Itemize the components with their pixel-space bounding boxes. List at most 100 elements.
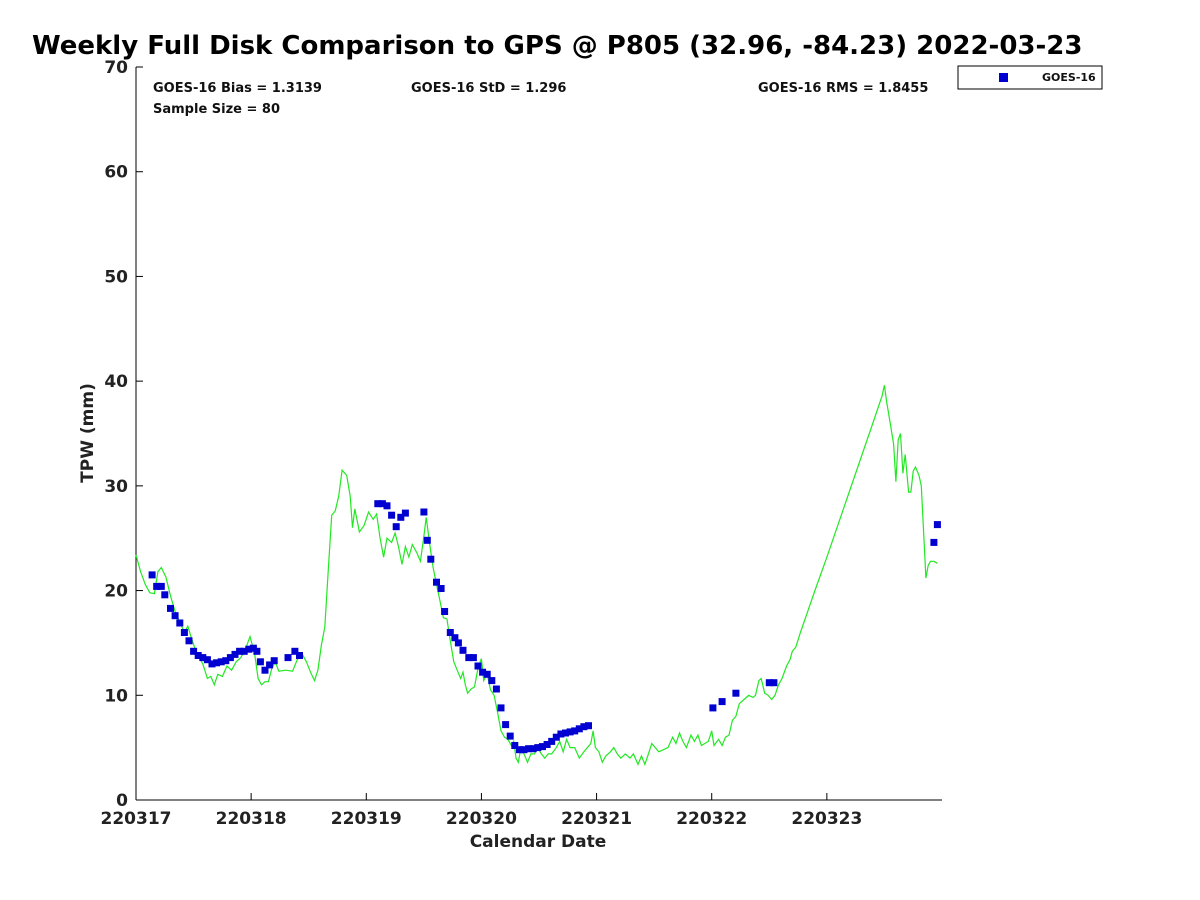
goes16-point	[217, 658, 225, 666]
goes16-point	[397, 513, 405, 521]
y-axis-label: TPW (mm)	[78, 383, 98, 483]
goes16-point	[213, 659, 221, 667]
goes16-point	[203, 656, 211, 664]
goes16-point	[930, 538, 938, 546]
goes16-point	[525, 745, 533, 753]
rms-annotation: GOES-16 RMS = 1.8455	[758, 81, 928, 96]
goes16-point	[709, 704, 717, 712]
goes16-point	[502, 721, 510, 729]
goes16-point	[548, 737, 556, 745]
goes16-point	[479, 668, 487, 676]
goes16-point	[469, 654, 477, 662]
goes16-point	[240, 647, 248, 655]
goes16-point	[388, 511, 396, 519]
goes16-point	[562, 729, 569, 737]
goes16-point	[437, 585, 445, 592]
x-tick-label: 220317	[101, 809, 172, 829]
gps-series-line	[135, 385, 938, 767]
goes16-point	[441, 608, 449, 615]
goes16-point	[492, 685, 500, 693]
goes16-point	[194, 652, 202, 659]
goes16-point	[208, 660, 216, 668]
x-tick-label: 220320	[446, 809, 517, 829]
goes16-point	[261, 666, 269, 674]
goes16-series	[148, 500, 941, 754]
legend-marker	[999, 73, 1008, 82]
goes16-point	[420, 508, 428, 516]
goes16-point	[732, 689, 740, 697]
y-tick-label: 60	[104, 163, 128, 183]
sample-size-annotation: Sample Size = 80	[153, 102, 280, 117]
goes16-point	[176, 619, 184, 627]
goes16-point	[433, 578, 440, 586]
x-tick-label: 220318	[216, 809, 287, 829]
goes16-point	[253, 647, 261, 655]
goes16-point	[190, 647, 198, 655]
goes16-point	[222, 657, 230, 665]
bias-annotation: GOES-16 Bias = 1.3139	[153, 81, 322, 96]
goes16-point	[236, 647, 244, 655]
goes16-point	[451, 634, 459, 642]
goes16-point	[167, 604, 174, 612]
goes16-point	[575, 725, 583, 733]
goes16-point	[557, 730, 565, 738]
plot-area	[135, 385, 941, 767]
goes16-point	[226, 654, 234, 662]
goes16-point	[423, 536, 431, 544]
legend-box	[957, 65, 1103, 90]
goes16-point	[552, 733, 560, 741]
goes16-point	[392, 523, 400, 531]
goes16-point	[148, 571, 156, 579]
y-ticks: 0 10 20 30 40 50 60 70	[104, 58, 143, 811]
goes16-point	[566, 728, 574, 736]
goes16-point	[515, 746, 523, 754]
goes16-point	[529, 745, 537, 753]
x-tick-label: 220321	[561, 809, 632, 829]
y-tick-label: 0	[116, 791, 128, 811]
y-tick-label: 30	[104, 477, 128, 497]
goes16-point	[374, 500, 382, 508]
goes16-point	[383, 502, 391, 510]
goes16-point	[199, 654, 207, 662]
goes16-point	[497, 704, 505, 712]
goes16-point	[511, 742, 519, 749]
y-tick-label: 20	[104, 582, 128, 602]
legend-label: GOES-16	[1042, 71, 1096, 84]
goes16-point	[483, 670, 491, 678]
goes16-point	[256, 658, 264, 666]
goes16-point	[296, 652, 303, 659]
goes16-point	[488, 677, 496, 685]
goes16-point	[474, 662, 482, 670]
goes16-point	[770, 679, 778, 687]
y-tick-label: 50	[104, 267, 128, 287]
goes16-point	[454, 639, 462, 647]
goes16-point	[270, 657, 278, 665]
goes16-point	[266, 661, 274, 669]
goes16-point	[231, 650, 239, 658]
goes16-point	[401, 509, 409, 517]
goes16-point	[245, 645, 253, 653]
goes16-point	[180, 629, 188, 636]
goes16-point	[171, 612, 179, 620]
y-tick-label: 10	[104, 686, 128, 706]
y-tick-label: 70	[104, 58, 128, 78]
goes16-point	[284, 654, 292, 662]
goes16-point	[534, 744, 542, 752]
goes16-point	[571, 727, 579, 735]
goes16-point	[718, 698, 726, 706]
goes16-point	[520, 746, 528, 754]
goes16-point	[157, 582, 165, 590]
goes16-point	[291, 647, 299, 655]
goes16-point	[161, 591, 169, 599]
goes16-point	[446, 629, 454, 636]
goes16-point	[585, 722, 592, 730]
goes16-point	[765, 679, 773, 687]
goes16-point	[539, 743, 546, 751]
goes16-point	[185, 637, 193, 645]
chart-title: Weekly Full Disk Comparison to GPS @ P80…	[32, 31, 1083, 61]
goes16-point	[427, 555, 435, 563]
x-ticks: 220317 220318 220319 220320 220321 220322 2203…	[101, 793, 862, 829]
x-tick-label: 220323	[791, 809, 862, 829]
goes16-point	[543, 741, 551, 748]
